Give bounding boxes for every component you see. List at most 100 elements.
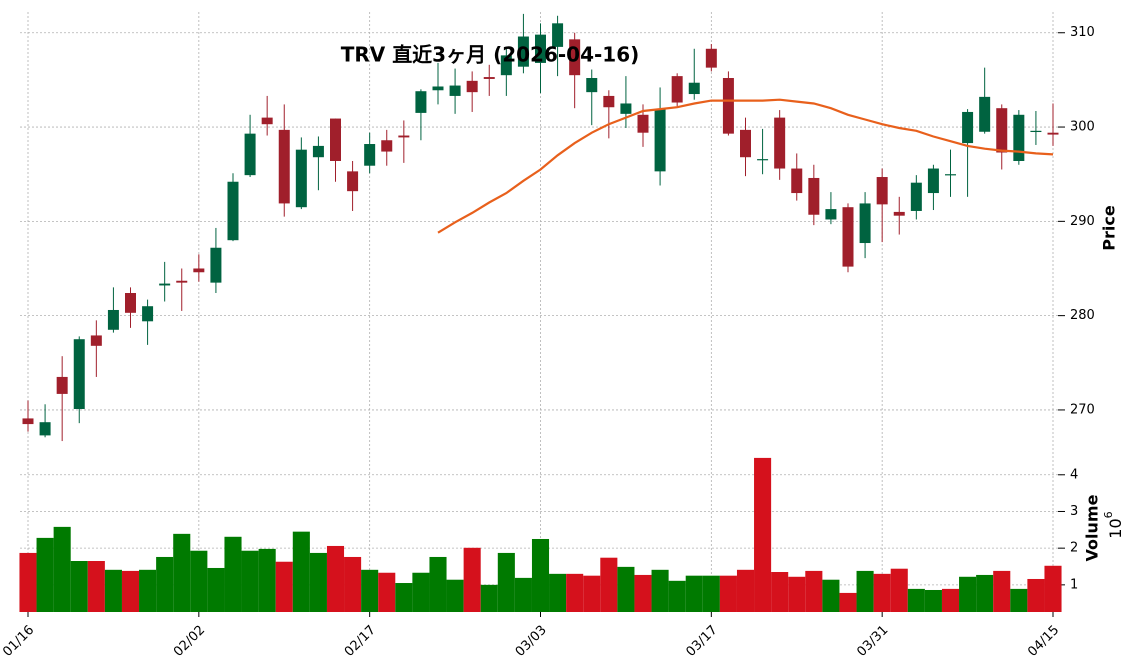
candle-body xyxy=(569,39,581,76)
x-tick-label: 03/03 xyxy=(513,623,550,660)
volume-exponent: 106 xyxy=(1102,511,1125,538)
volume-bar xyxy=(446,579,464,612)
volume-bar xyxy=(497,552,515,612)
candle-body xyxy=(500,55,512,76)
x-tick-label: 02/17 xyxy=(342,623,379,660)
candle-body xyxy=(125,293,136,313)
candle-body xyxy=(278,129,290,204)
volume-bar xyxy=(275,561,293,612)
volume-bar xyxy=(976,574,994,612)
volume-bar xyxy=(788,576,806,612)
y-tick-label: 270 xyxy=(1070,402,1095,417)
candle-body xyxy=(757,159,769,161)
candle-body xyxy=(432,86,444,91)
candle-body xyxy=(722,78,734,134)
candle-body xyxy=(962,111,974,144)
volume-bar xyxy=(36,537,54,612)
candle-body xyxy=(159,283,171,286)
candle-body xyxy=(927,168,939,194)
candle-body xyxy=(876,177,888,205)
candle-body xyxy=(996,108,1008,153)
candle-body xyxy=(552,23,564,47)
candle-body xyxy=(483,77,495,79)
candle-body xyxy=(261,117,273,125)
candle-body xyxy=(107,309,119,330)
candle-body xyxy=(1013,114,1025,161)
volume-bar xyxy=(241,550,259,612)
candle-body xyxy=(586,78,598,93)
x-tick-label: 04/15 xyxy=(1025,623,1062,660)
x-tick-label: 03/17 xyxy=(684,623,721,660)
price-axis-label: Price xyxy=(1100,205,1119,251)
y-tick-label: 280 xyxy=(1070,308,1095,323)
candle-body xyxy=(22,418,34,425)
candle-body xyxy=(740,129,751,158)
volume-bar xyxy=(993,570,1011,612)
volume-bar xyxy=(1027,578,1045,612)
candle-body xyxy=(1047,132,1059,135)
volume-bar xyxy=(959,576,977,612)
volume-bar xyxy=(839,592,857,612)
volume-bar xyxy=(121,570,140,612)
candle-body xyxy=(603,95,615,108)
y-tick-label: 300 xyxy=(1070,120,1095,135)
candle-body xyxy=(774,117,786,169)
moving-average xyxy=(437,98,1054,234)
candle-body xyxy=(688,82,700,95)
x-tick-label: 03/31 xyxy=(854,623,891,660)
volume-bar xyxy=(1010,588,1028,612)
candle-body xyxy=(364,144,376,166)
candle-body xyxy=(654,109,666,172)
y-tick-label: 290 xyxy=(1070,214,1095,229)
volume-bar xyxy=(668,580,686,612)
volume-bar xyxy=(873,573,891,612)
candle-body xyxy=(90,335,102,346)
exponent-base: 10 xyxy=(1106,518,1125,538)
exponent-power: 6 xyxy=(1102,511,1115,518)
candle-body xyxy=(859,203,871,244)
volume-bar xyxy=(190,550,208,612)
candle-body xyxy=(142,306,154,322)
volume-bar xyxy=(719,575,737,612)
candle-body xyxy=(415,91,427,113)
volume-bar xyxy=(19,552,37,612)
volume-bar xyxy=(566,573,584,612)
volume-bar xyxy=(1044,565,1062,612)
volume-bar xyxy=(805,570,823,612)
candle-body xyxy=(312,145,324,158)
volume-bar xyxy=(224,536,242,612)
candle-body xyxy=(637,114,649,133)
candle-body xyxy=(193,268,205,273)
volume-bar xyxy=(856,570,874,612)
volume-bar xyxy=(70,561,88,612)
candle-body xyxy=(56,376,68,394)
volume-bar xyxy=(890,568,908,612)
volume-bar xyxy=(104,569,122,612)
candle-body xyxy=(535,34,546,63)
y-tick-label: 2 xyxy=(1070,541,1078,556)
candle-body xyxy=(910,182,922,211)
x-tick-label: 02/02 xyxy=(171,623,208,660)
candle-body xyxy=(893,211,905,216)
volume-bar xyxy=(480,584,498,612)
volume-bar xyxy=(514,577,532,612)
volume-bar xyxy=(139,569,157,612)
volume-bar xyxy=(87,561,105,612)
candle-body xyxy=(73,339,85,409)
volume-bar xyxy=(634,574,652,612)
candle-body xyxy=(825,209,837,220)
candle-body xyxy=(808,177,820,215)
volume-bar xyxy=(702,575,720,612)
candle-body xyxy=(39,422,51,436)
volume-bar xyxy=(292,531,310,612)
volume-bar xyxy=(600,557,618,612)
y-tick-label: 310 xyxy=(1070,25,1095,40)
volume-bar xyxy=(326,545,345,612)
volume-bar xyxy=(463,547,481,612)
volume-bar xyxy=(531,538,550,612)
volume-bar xyxy=(395,583,413,612)
candle-body xyxy=(398,135,410,138)
volume-axis-label: Volume xyxy=(1083,494,1102,561)
candle-body xyxy=(671,76,683,103)
volume-bar xyxy=(771,572,789,612)
